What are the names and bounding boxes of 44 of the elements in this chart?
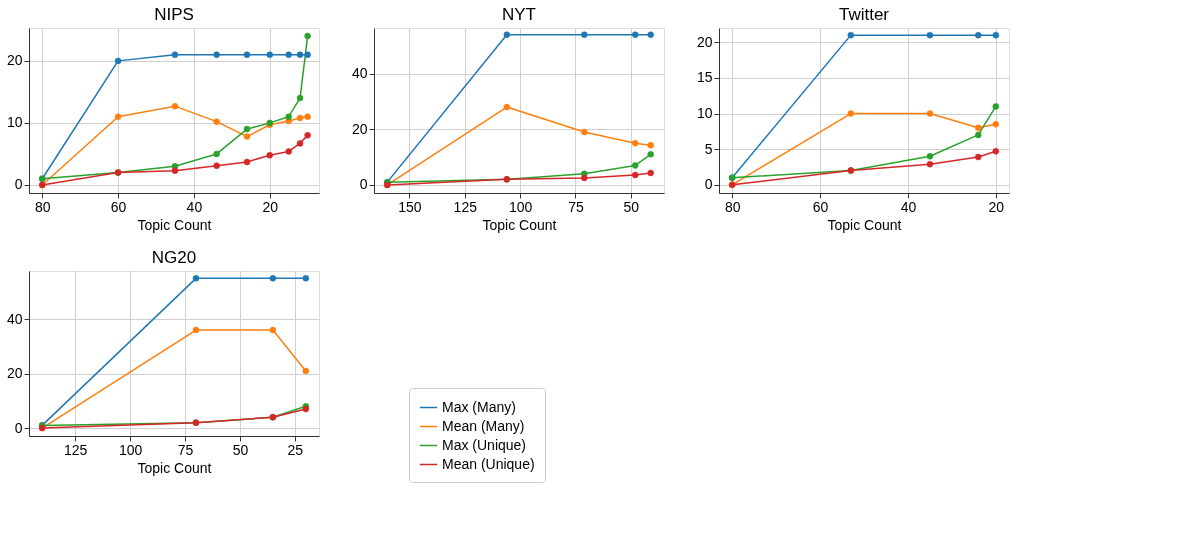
x-tick-label: 75 [177, 441, 194, 458]
y-tick-label: 20 [6, 365, 23, 382]
x-tick-label: 40 [900, 198, 917, 215]
y-tick-label: 40 [6, 310, 23, 327]
x-tick-label: 50 [623, 198, 640, 215]
y-tick-label: 0 [14, 176, 23, 193]
x-tick-label: 60 [812, 198, 829, 215]
y-tick-label: 10 [6, 114, 23, 131]
x-tick-label: 125 [63, 441, 88, 458]
x-axis-title: Topic Count [137, 216, 212, 233]
chart-title: NG20 [151, 248, 197, 267]
x-tick-label: 75 [568, 198, 584, 215]
x-tick-label: 20 [262, 198, 279, 215]
y-tick-label: 10 [696, 105, 713, 122]
x-tick-label: 60 [110, 198, 127, 215]
y-tick-label: 15 [696, 69, 713, 86]
chart-title: Twitter [838, 5, 890, 24]
x-axis-title: Topic Count [827, 216, 902, 233]
y-tick-label: 0 [704, 176, 713, 193]
legend-label: Max (Unique) [442, 436, 527, 453]
x-tick-label: 50 [232, 441, 249, 458]
y-tick-label: 20 [696, 33, 713, 50]
x-axis-title: Topic Count [482, 216, 557, 233]
x-tick-label: 150 [398, 198, 422, 215]
legend-label: Max (Many) [442, 398, 516, 415]
x-tick-label: 80 [724, 198, 741, 215]
x-tick-label: 100 [508, 198, 533, 215]
y-tick-label: 20 [6, 52, 23, 69]
x-tick-label: 40 [186, 198, 203, 215]
y-tick-label: 40 [351, 65, 368, 82]
chart-title: NYT [502, 5, 536, 24]
x-tick-label: 80 [34, 198, 51, 215]
y-tick-label: 0 [14, 419, 23, 436]
x-tick-label: 25 [287, 441, 304, 458]
x-tick-label: 125 [453, 198, 478, 215]
chart-title: NIPS [154, 5, 194, 24]
y-tick-label: 0 [359, 176, 368, 193]
legend-label: Mean (Many) [442, 417, 525, 434]
x-axis-title: Topic Count [137, 459, 212, 476]
y-tick-label: 5 [704, 140, 713, 157]
x-tick-label: 100 [118, 441, 143, 458]
x-tick-label: 20 [988, 198, 1005, 215]
y-tick-label: 20 [351, 120, 368, 137]
legend-label: Mean (Unique) [442, 455, 535, 472]
